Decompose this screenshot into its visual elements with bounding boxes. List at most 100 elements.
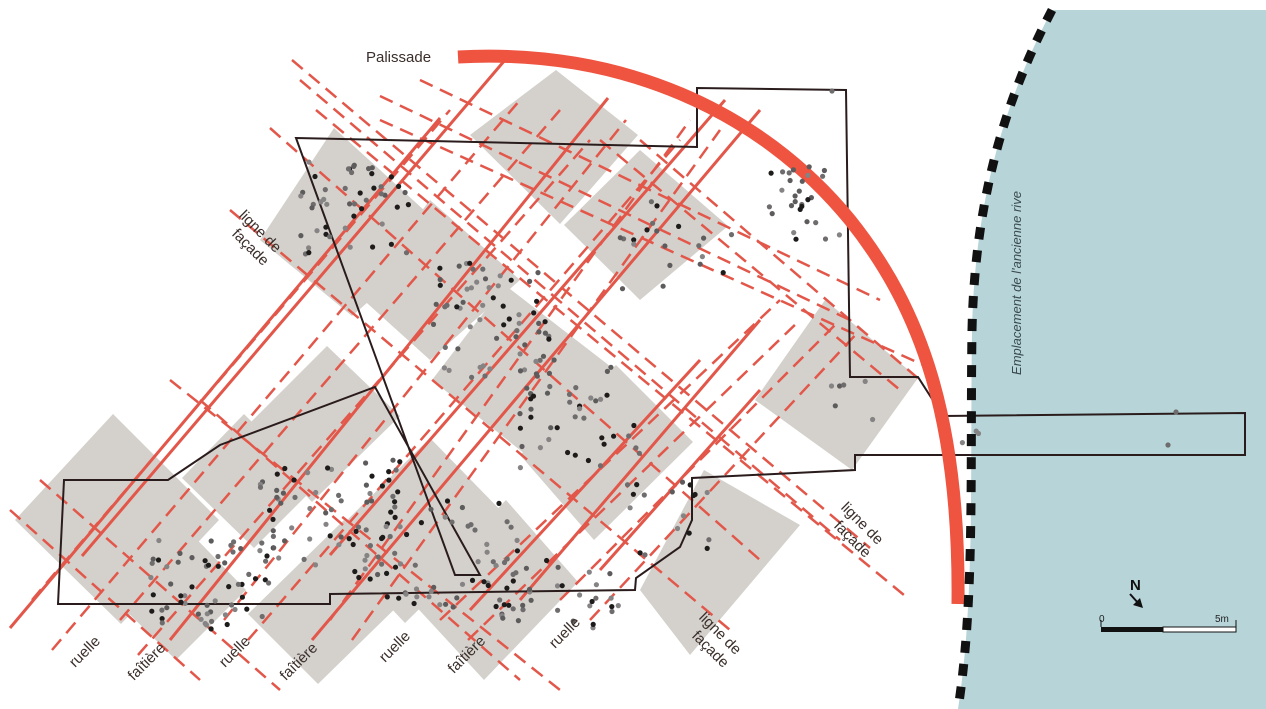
north-label: N <box>1130 577 1141 594</box>
post-hole-dot <box>323 510 329 516</box>
post-hole-dot <box>454 304 460 310</box>
post-hole-dot <box>514 548 521 554</box>
scale-label-start: 0 <box>1099 614 1105 625</box>
house-rectangle <box>327 438 510 623</box>
post-hole-dot <box>821 167 828 174</box>
post-hole-dot <box>572 414 578 420</box>
post-hole-dot <box>375 554 381 560</box>
dashed-red-line <box>419 78 881 302</box>
post-hole-dot <box>787 177 793 184</box>
post-hole-dot <box>642 552 648 558</box>
post-hole-dot <box>482 276 489 282</box>
post-hole-dot <box>228 542 234 549</box>
post-hole-dot <box>472 527 478 533</box>
post-hole-dot <box>514 328 520 334</box>
post-hole-dot <box>790 167 797 173</box>
house-rectangle <box>564 150 728 300</box>
post-hole-dot <box>641 492 647 498</box>
former-shoreline <box>953 7 1056 709</box>
post-hole-dot <box>601 441 607 447</box>
post-hole-dot <box>259 613 265 620</box>
post-hole-dot <box>231 539 237 545</box>
post-hole-dot <box>396 183 402 189</box>
post-hole-dot <box>306 245 312 251</box>
post-hole-dot <box>546 336 552 342</box>
label-facade-upper: ligne de façade <box>228 207 284 269</box>
post-hole-dot <box>515 618 522 624</box>
post-hole-dot <box>567 399 573 405</box>
post-hole-dot <box>468 285 474 291</box>
post-hole-dot <box>701 235 707 241</box>
post-hole-dot <box>484 541 490 548</box>
post-hole-dot <box>687 482 693 488</box>
post-holes <box>148 88 1179 632</box>
post-hole-dot <box>159 607 165 613</box>
post-hole-dot <box>307 505 313 512</box>
scale-bar-black <box>1101 627 1163 632</box>
post-hole-dot <box>149 608 155 614</box>
post-hole-dot <box>437 265 443 271</box>
post-hole-dot <box>378 184 384 190</box>
post-hole-dot <box>397 561 404 567</box>
post-hole-dot <box>276 555 282 561</box>
post-hole-dot <box>609 608 615 615</box>
post-hole-dot <box>559 583 565 589</box>
post-hole-dot <box>270 533 276 540</box>
post-hole-dot <box>806 164 812 170</box>
north-arrow: N <box>1129 577 1143 608</box>
post-hole-dot <box>469 577 476 584</box>
post-hole-dot <box>792 199 798 205</box>
post-hole-dot <box>769 211 775 217</box>
post-hole-dot <box>431 584 437 590</box>
post-hole-dot <box>280 490 286 496</box>
post-hole-dot <box>380 534 386 541</box>
post-hole-dot <box>555 607 561 613</box>
post-hole-dot <box>959 440 966 446</box>
dashed-red-line <box>199 399 521 681</box>
post-hole-dot <box>654 228 660 234</box>
post-hole-dot <box>355 524 362 530</box>
post-hole-dot <box>202 620 208 627</box>
house-rectangle <box>243 346 400 502</box>
post-hole-dot <box>263 558 269 564</box>
dashed-red-line <box>137 139 591 656</box>
post-hole-dot <box>477 317 483 323</box>
post-hole-dot <box>631 241 637 247</box>
post-hole-dot <box>517 411 523 417</box>
house-rectangle <box>640 470 800 655</box>
post-hole-dot <box>270 528 276 534</box>
post-hole-dot <box>573 385 579 391</box>
post-hole-dot <box>226 584 232 590</box>
post-hole-dot <box>528 406 534 412</box>
post-hole-dot <box>202 558 208 564</box>
post-hole-dot <box>379 561 385 567</box>
post-hole-dot <box>204 602 210 608</box>
post-hole-dot <box>149 560 155 566</box>
post-hole-dot <box>388 509 394 515</box>
post-hole-dot <box>506 602 512 608</box>
scale-bar: 0 5m <box>1099 614 1237 633</box>
post-hole-dot <box>493 603 499 610</box>
post-hole-dot <box>298 193 304 199</box>
post-hole-dot <box>178 599 184 605</box>
post-hole-dot <box>262 577 268 583</box>
post-hole-dot <box>336 542 342 548</box>
palissade-arc <box>457 49 965 605</box>
post-hole-dot <box>619 286 626 292</box>
post-hole-dot <box>363 197 369 203</box>
post-hole-dot <box>328 466 335 472</box>
dashed-red-line <box>39 479 281 691</box>
post-hole-dot <box>182 593 188 599</box>
post-hole-dot <box>513 334 519 340</box>
post-hole-dot <box>728 232 735 238</box>
post-hole-dot <box>544 557 550 564</box>
excavation-outline <box>56 86 1246 605</box>
post-hole-dot <box>274 487 280 493</box>
post-hole-dot <box>1173 409 1179 415</box>
post-hole-dot <box>257 548 263 554</box>
post-hole-dot <box>598 396 604 402</box>
post-hole-dot <box>270 516 276 523</box>
post-hole-dot <box>793 236 799 242</box>
post-hole-dot <box>484 549 490 555</box>
